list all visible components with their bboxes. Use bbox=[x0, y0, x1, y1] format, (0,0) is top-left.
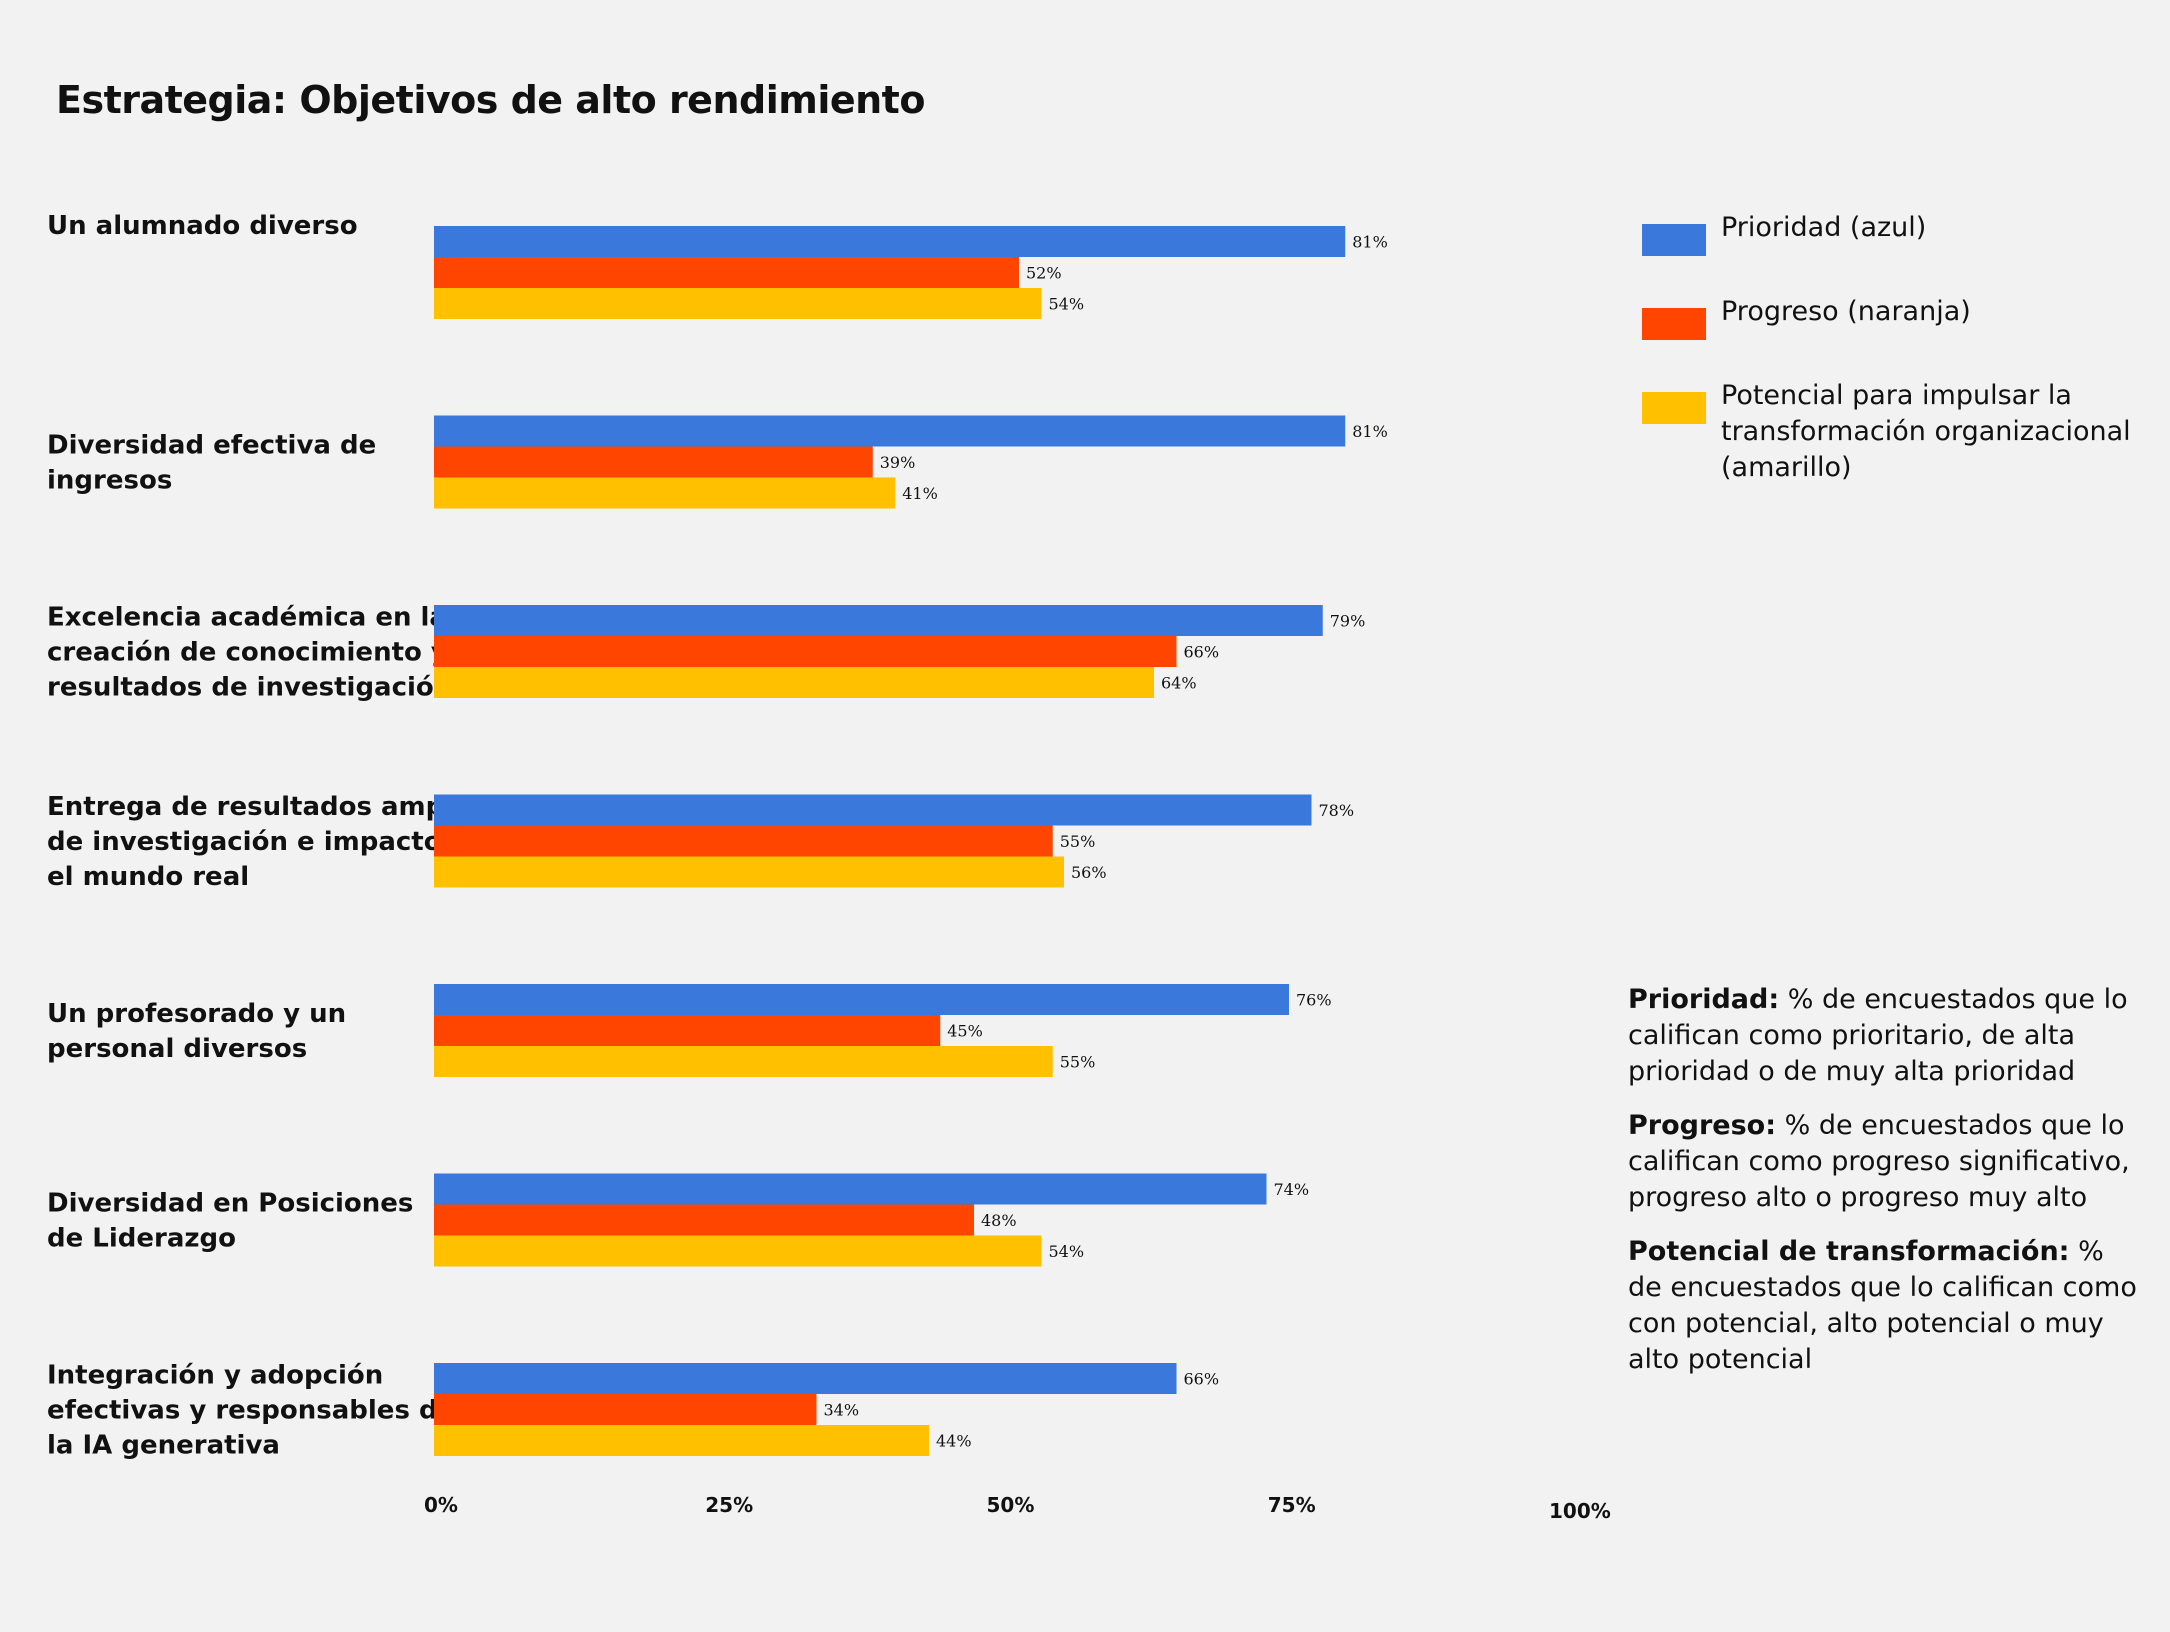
note-prioridad: Prioridad: % de encuestados que lo calif… bbox=[1628, 982, 2138, 1090]
data-label: 55% bbox=[1060, 832, 1096, 851]
x-tick-label: 25% bbox=[705, 1493, 753, 1517]
bar-prioridad bbox=[434, 1363, 1177, 1394]
category-label: Diversidad efectiva de ingresos bbox=[47, 431, 376, 496]
bar-progreso bbox=[434, 1204, 974, 1236]
data-label: 41% bbox=[902, 484, 938, 503]
data-label: 39% bbox=[880, 453, 916, 472]
bar-potencial bbox=[434, 667, 1154, 698]
note-term: Potencial de transformación: bbox=[1628, 1236, 2070, 1267]
data-label: 56% bbox=[1071, 863, 1107, 882]
note-term: Progreso: bbox=[1628, 1110, 1777, 1141]
note-text: % de encuestados que lo califican como p… bbox=[1628, 1110, 2130, 1213]
note-progreso: Progreso: % de encuestados que lo califi… bbox=[1628, 1108, 2138, 1216]
legend-label-progreso: Progreso (naranja) bbox=[1721, 296, 1971, 327]
data-label: 48% bbox=[981, 1211, 1017, 1230]
legend-swatch-progreso bbox=[1642, 308, 1706, 340]
x-tick-label: 0% bbox=[424, 1493, 458, 1517]
x-tick-label: 100% bbox=[1549, 1499, 1611, 1523]
bar-progreso bbox=[434, 825, 1053, 857]
legend-swatch-prioridad bbox=[1642, 224, 1706, 256]
bar-potencial bbox=[434, 288, 1042, 319]
bar-potencial bbox=[434, 1235, 1042, 1267]
data-label: 44% bbox=[936, 1432, 972, 1451]
data-label: 81% bbox=[1352, 422, 1388, 441]
data-label: 34% bbox=[824, 1401, 860, 1420]
category-label: Excelencia académica en la creación de co… bbox=[47, 603, 452, 703]
note-term: Prioridad: bbox=[1628, 984, 1780, 1015]
chart-title: Estrategia: Objetivos de alto rendimient… bbox=[56, 78, 925, 122]
bar-progreso bbox=[434, 1015, 941, 1046]
data-label: 66% bbox=[1184, 643, 1220, 662]
data-label: 55% bbox=[1060, 1053, 1096, 1072]
bar-prioridad bbox=[434, 984, 1289, 1015]
bar-prioridad bbox=[434, 226, 1346, 257]
data-label: 79% bbox=[1330, 612, 1366, 631]
data-label: 76% bbox=[1296, 991, 1332, 1010]
category-label: Diversidad en Posiciones de Liderazgo bbox=[47, 1189, 413, 1254]
bar-prioridad bbox=[434, 415, 1346, 447]
bar-prioridad bbox=[434, 1173, 1267, 1205]
data-label: 52% bbox=[1026, 264, 1062, 283]
bar-potencial bbox=[434, 1046, 1053, 1077]
note-text: % de encuestados que lo califican como c… bbox=[1628, 1236, 2137, 1375]
data-label: 78% bbox=[1319, 801, 1355, 820]
bar-progreso bbox=[434, 257, 1019, 288]
bar-prioridad bbox=[434, 794, 1312, 826]
category-label: Un profesorado y un personal diversos bbox=[47, 999, 346, 1064]
x-tick-label: 50% bbox=[987, 1493, 1035, 1517]
category-label: Un alumnado diverso bbox=[47, 211, 358, 241]
data-label: 54% bbox=[1049, 295, 1085, 314]
bar-progreso bbox=[434, 636, 1177, 667]
bar-progreso bbox=[434, 446, 873, 478]
data-label: 64% bbox=[1161, 674, 1197, 693]
note-text: % de encuestados que lo califican como p… bbox=[1628, 984, 2128, 1087]
legend-swatch-potencial bbox=[1642, 392, 1706, 424]
bar-potencial bbox=[434, 856, 1064, 888]
category-label: Entrega de resultados amplios de investig… bbox=[47, 792, 495, 892]
data-label: 81% bbox=[1352, 233, 1388, 252]
data-label: 66% bbox=[1184, 1370, 1220, 1389]
definitions-panel: Prioridad: % de encuestados que lo calif… bbox=[1628, 982, 2138, 1396]
legend-label-potencial: Potencial para impulsar la transformació… bbox=[1721, 380, 2131, 483]
data-label: 74% bbox=[1274, 1180, 1310, 1199]
bar-potencial bbox=[434, 1425, 929, 1456]
data-label: 45% bbox=[947, 1022, 983, 1041]
data-label: 54% bbox=[1049, 1242, 1085, 1261]
category-label: Integración y adopción efectivas y respon… bbox=[47, 1361, 455, 1461]
bar-prioridad bbox=[434, 605, 1323, 636]
bar-potencial bbox=[434, 477, 896, 509]
legend-label-prioridad: Prioridad (azul) bbox=[1721, 212, 1927, 243]
x-tick-label: 75% bbox=[1268, 1493, 1316, 1517]
bar-progreso bbox=[434, 1394, 817, 1425]
note-potencial: Potencial de transformación: % de encues… bbox=[1628, 1234, 2138, 1378]
